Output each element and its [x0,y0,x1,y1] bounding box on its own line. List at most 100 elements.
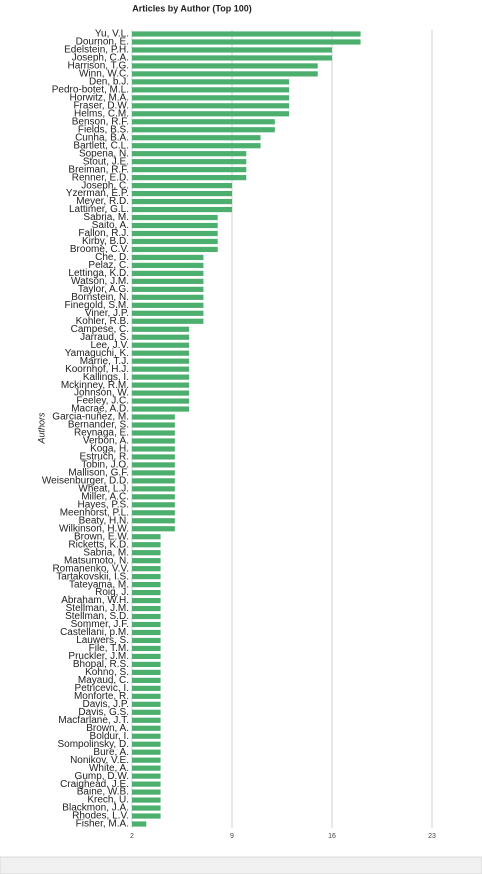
bar [132,709,161,715]
y-tick-label: Harrison, T.G. [68,61,130,72]
bar [132,175,247,181]
bar [132,358,190,364]
status-bar [0,856,482,874]
y-tick-label: Meyer, R.D. [76,196,129,207]
bar [132,254,204,261]
bar [132,190,232,197]
y-tick-label: Bhopal, R.S. [73,659,129,670]
y-tick-label: Sommer, J.F. [71,619,129,630]
y-tick-label: Petricevic, I. [75,683,129,694]
bar [132,701,161,707]
y-tick-label: Wheat, L.J. [78,483,129,494]
y-tick-label: Davis, J.P. [83,699,130,710]
y-tick-label: Mckinney, R.M. [61,380,129,391]
y-tick-label: Pedro-botet, M.L. [52,84,129,95]
bar [132,183,232,189]
y-tick-label: Johnson, W. [74,388,129,399]
bar [132,198,232,205]
bar [132,446,175,452]
bar [132,111,290,117]
y-tick-label: Kallings, I. [83,372,129,383]
y-tick-label: Brown, A. [86,723,129,734]
bar [132,414,175,420]
bar [132,773,161,779]
bar [132,502,175,508]
y-tick-label: Che, D. [95,252,129,263]
bar [132,574,161,580]
bar [132,597,161,604]
y-tick-label: Stellman, S.D. [65,611,129,622]
bar [132,797,161,803]
bar [132,398,190,404]
bar [132,103,290,109]
y-tick-label: Taylor, A.G. [78,284,129,295]
bar [132,454,175,460]
y-tick-label: Koga, H. [90,444,129,455]
y-tick-label: Helms, C.M. [74,108,129,119]
y-tick-label: Benson, R.F. [72,116,129,127]
bar [132,294,204,300]
bar [132,342,190,348]
bar [132,366,190,372]
bar [132,47,332,53]
bar [132,318,204,324]
y-tick-label: Finegold, S.M. [65,300,129,311]
y-tick-label: Saito, A. [92,220,129,231]
y-tick-label: Bernander, S. [68,420,129,431]
y-tick-label: Winn, W.C. [79,69,129,80]
bar [132,589,161,596]
y-tick-label: Broome, C.V. [70,244,129,255]
bar [132,566,161,572]
y-tick-label: Miller, A.C. [81,491,129,502]
bar [132,693,161,699]
bar [132,63,318,69]
bar [132,55,332,61]
bar [132,637,161,644]
bar [132,262,204,269]
bar [132,430,175,436]
bar [132,462,175,468]
y-tick-label: Fields, B.S. [78,124,129,135]
bar [132,350,190,356]
bar [132,510,175,516]
y-tick-label: Lauwers, S. [76,635,129,646]
bar [132,326,190,332]
y-tick-label: Sopena, N. [79,148,129,159]
y-tick-label: Tartakovskii, I.S. [56,571,129,582]
bar [132,374,190,380]
y-tick-label: Ricketts, K.D. [68,539,129,550]
y-tick-label: Fallon, R.J. [78,228,129,239]
chart-title: Articles by Author (Top 100) [132,3,252,13]
y-tick-label: Breiman, R.F. [68,164,129,175]
bar [132,621,161,628]
bar [132,39,361,45]
y-tick-label: Dournon, E. [76,37,129,48]
bar [132,813,161,819]
y-tick-label: Verbon, A. [83,436,129,447]
bar [132,534,161,540]
y-tick-label: Monforte, R. [74,691,129,702]
y-tick-label: Baine, W.B. [77,787,129,798]
bar [132,605,161,612]
bar [132,725,161,731]
y-tick-label: Rhodes, L.V. [72,811,129,822]
y-tick-label: Craighead, J.E. [60,779,129,790]
y-tick-label: Macfarlane, J.T. [58,715,129,726]
y-axis-label: Authors [36,412,46,445]
bar [132,246,218,253]
y-tick-label: Mayaud, C. [78,675,129,686]
bar [132,151,247,157]
bar [132,518,175,524]
bar [132,95,290,101]
bar [132,286,204,292]
y-tick-label: Joseph, C.A. [72,53,129,64]
bar [132,238,218,245]
bar [132,582,161,588]
y-tick-label: Beaty, H.N. [79,515,129,526]
y-tick-label: Sabria, M. [83,547,129,558]
bar [132,270,204,276]
y-tick-label: Meenhorst, P.L. [60,507,129,518]
y-tick-label: Jarraud, S. [80,332,129,343]
y-tick-label: Pelaz, C. [88,260,129,271]
